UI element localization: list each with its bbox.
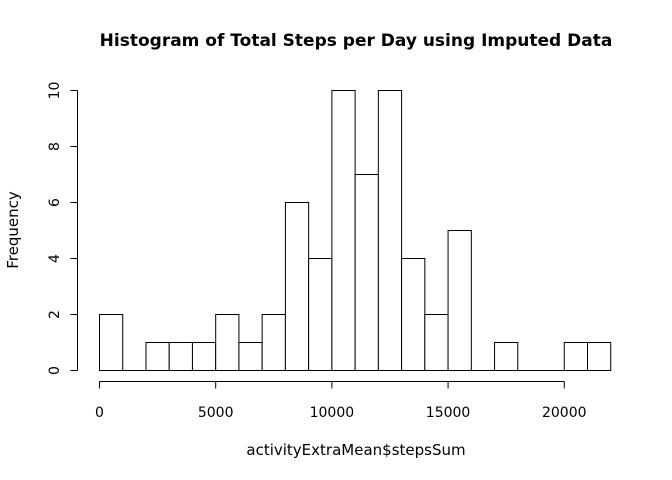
histogram-bar <box>587 342 612 371</box>
histogram-bar <box>424 314 449 371</box>
histogram-bar <box>145 342 170 371</box>
bars-group <box>99 90 612 371</box>
histogram-bar <box>168 342 193 371</box>
y-axis-label: Frequency <box>4 191 22 269</box>
chart-title: Histogram of Total Steps per Day using I… <box>100 31 613 51</box>
y-tick-label: 10 <box>47 82 63 100</box>
y-tick-label: 8 <box>47 142 63 151</box>
x-axis-label: activityExtraMean$stepsSum <box>246 441 465 459</box>
histogram-bar <box>377 90 403 371</box>
x-tick-label: 10000 <box>310 405 355 421</box>
y-tick-label: 2 <box>47 310 63 319</box>
x-tick-label: 5000 <box>198 405 234 421</box>
histogram-bar <box>447 230 472 371</box>
x-tick-label: 15000 <box>426 405 471 421</box>
histogram-bar <box>238 342 263 371</box>
histogram-bar <box>308 258 333 371</box>
y-axis: 0 2 4 6 8 10 <box>47 82 78 375</box>
histogram-bar <box>494 342 519 371</box>
x-tick-label: 20000 <box>542 405 587 421</box>
histogram-bar <box>284 202 310 371</box>
x-tick-label: 0 <box>95 405 104 421</box>
histogram-bar <box>191 342 217 371</box>
y-tick-label: 6 <box>47 198 63 207</box>
y-tick-label: 4 <box>47 254 63 263</box>
histogram-bar <box>401 258 426 371</box>
histogram-bar <box>99 314 124 371</box>
histogram-bar <box>261 314 286 371</box>
x-axis: 0 5000 10000 15000 20000 <box>95 381 587 421</box>
histogram-bar <box>215 314 240 371</box>
histogram-bar <box>354 174 379 371</box>
y-tick-label: 0 <box>47 366 63 375</box>
histogram-bar <box>331 90 356 371</box>
histogram-bar <box>563 342 588 371</box>
